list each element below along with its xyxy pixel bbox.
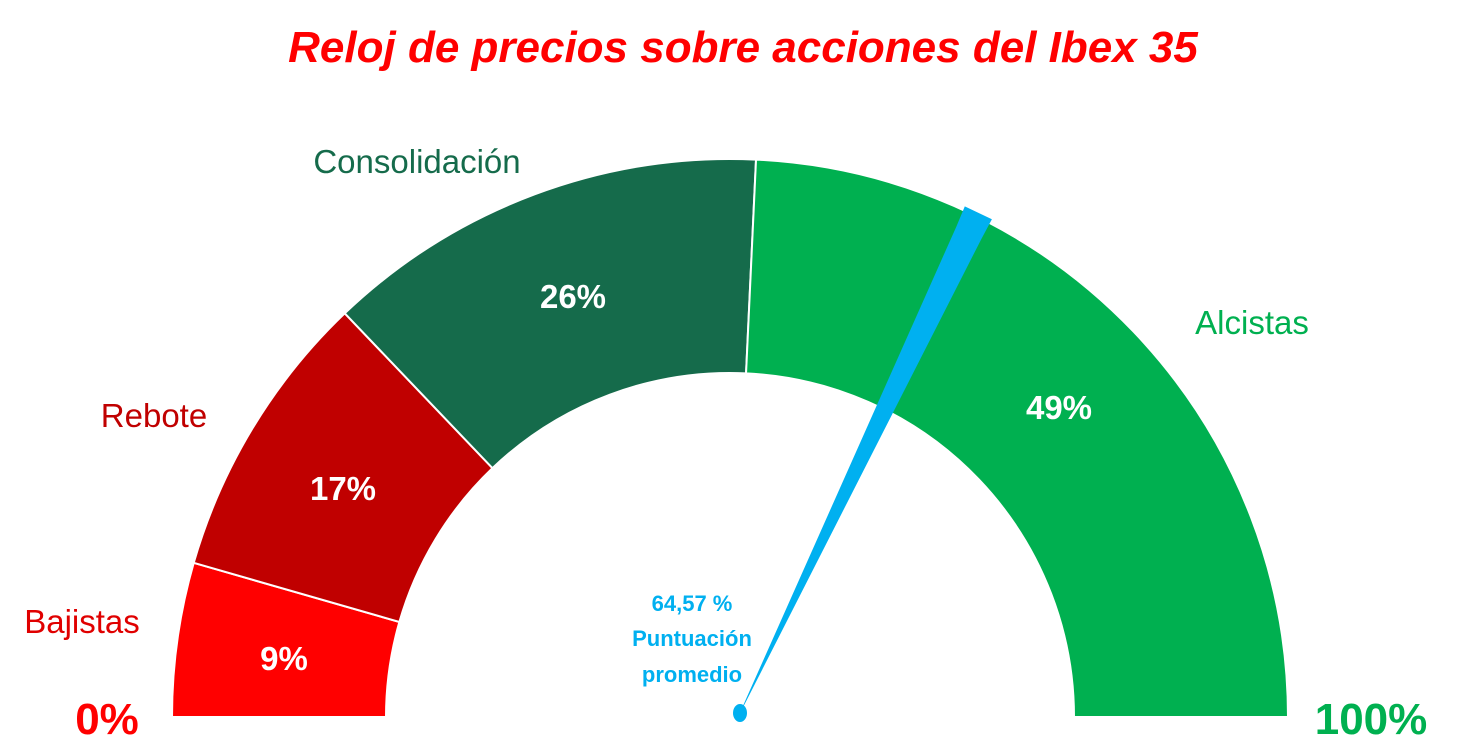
category-label-bajistas: Bajistas xyxy=(24,603,140,640)
needle-value: 64,57 % xyxy=(652,591,733,616)
chart-title: Reloj de precios sobre acciones del Ibex… xyxy=(288,23,1198,72)
needle-pointer xyxy=(737,206,992,719)
percent-label-rebote: 17% xyxy=(310,470,376,507)
needle-label-line2: promedio xyxy=(642,662,742,687)
percent-label-alcistas: 49% xyxy=(1026,389,1092,426)
category-label-rebote: Rebote xyxy=(101,397,207,434)
percent-label-consolidacion: 26% xyxy=(540,278,606,315)
percent-label-bajistas: 9% xyxy=(260,640,308,677)
needle-label-line1: Puntuación xyxy=(632,626,752,651)
range-max-label: 100% xyxy=(1315,695,1428,744)
category-label-consolidacion: Consolidación xyxy=(313,143,520,180)
gauge-segments xyxy=(170,158,1290,718)
gauge-segment-4 xyxy=(744,158,1290,718)
category-label-alcistas: Alcistas xyxy=(1195,304,1309,341)
gauge-segment-3 xyxy=(343,158,758,470)
needle-pivot xyxy=(733,704,747,722)
range-min-label: 0% xyxy=(75,695,139,744)
